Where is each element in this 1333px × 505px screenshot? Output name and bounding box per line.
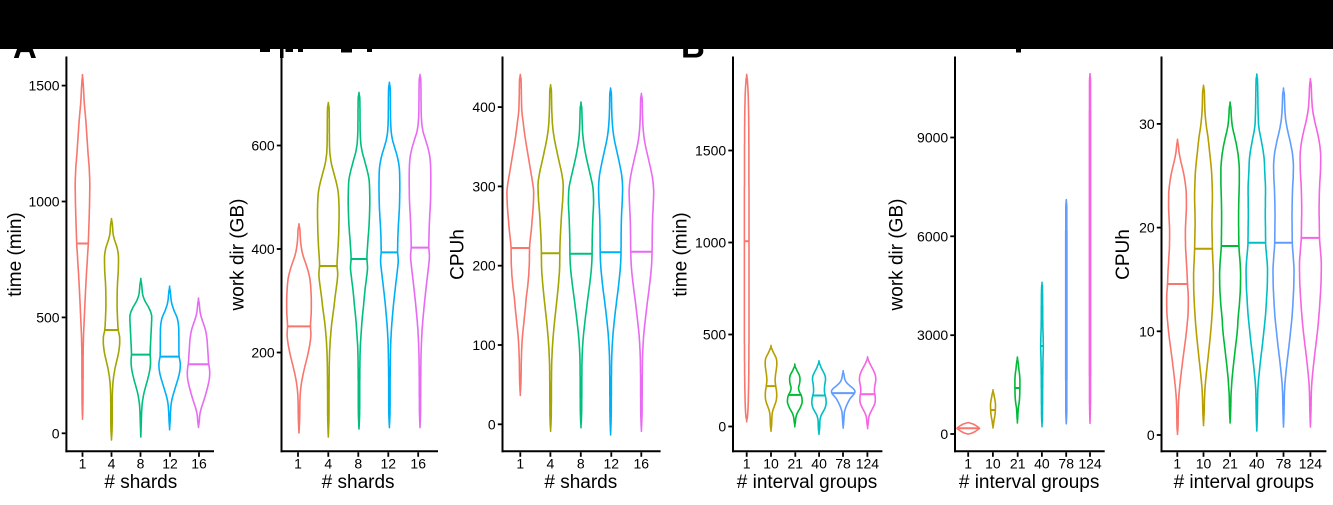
svg-text:400: 400 (472, 99, 496, 115)
svg-text:4: 4 (108, 456, 116, 472)
svg-text:300: 300 (472, 178, 496, 194)
svg-text:0: 0 (940, 426, 948, 442)
svg-text:21: 21 (1010, 456, 1026, 472)
svg-text:100: 100 (472, 337, 496, 353)
svg-text:1: 1 (79, 456, 87, 472)
svg-text:8: 8 (354, 456, 362, 472)
svg-text:1: 1 (294, 456, 302, 472)
svg-text:4: 4 (324, 456, 332, 472)
svg-text:10: 10 (985, 456, 1001, 472)
svg-text:# shards: # shards (104, 472, 177, 493)
svg-text:1500: 1500 (695, 143, 726, 159)
svg-text:3000: 3000 (917, 327, 948, 343)
svg-text:0: 0 (52, 425, 60, 441)
svg-text:10: 10 (1139, 323, 1155, 339)
svg-text:time (min): time (min) (671, 212, 692, 296)
svg-text:124: 124 (1078, 456, 1102, 472)
svg-text:40: 40 (1249, 456, 1265, 472)
svg-text:40: 40 (811, 456, 827, 472)
svg-text:6000: 6000 (917, 228, 948, 244)
svg-text:0: 0 (718, 419, 726, 435)
svg-text:8: 8 (577, 456, 585, 472)
svg-text:21: 21 (1222, 456, 1238, 472)
svg-text:CPUh: CPUh (1113, 229, 1134, 280)
svg-text:1: 1 (1173, 456, 1181, 472)
svg-text:12: 12 (604, 456, 620, 472)
svg-text:40: 40 (1034, 456, 1050, 472)
svg-text:1000: 1000 (695, 235, 726, 251)
svg-text:600: 600 (251, 138, 275, 154)
svg-text:16: 16 (634, 456, 650, 472)
svg-text:12: 12 (162, 456, 178, 472)
svg-text:10: 10 (1196, 456, 1212, 472)
svg-text:4: 4 (547, 456, 555, 472)
svg-text:1: 1 (516, 456, 524, 472)
svg-text:# interval groups: # interval groups (1174, 472, 1314, 493)
svg-text:# interval groups: # interval groups (737, 472, 877, 493)
svg-text:10: 10 (763, 456, 779, 472)
svg-text:A: A (13, 28, 37, 65)
svg-text:20: 20 (1139, 220, 1155, 236)
svg-text:30: 30 (1139, 116, 1155, 132)
svg-text:78: 78 (1276, 456, 1292, 472)
svg-text:work dir (GB): work dir (GB) (887, 199, 908, 312)
svg-text:124: 124 (1299, 456, 1323, 472)
svg-text:# shards: # shards (322, 472, 395, 493)
svg-text:21: 21 (788, 456, 804, 472)
svg-text:124: 124 (856, 456, 880, 472)
svg-text:8: 8 (137, 456, 145, 472)
svg-text:time (min): time (min) (5, 212, 26, 296)
svg-text:9000: 9000 (917, 130, 948, 146)
svg-text:B: B (681, 28, 705, 65)
svg-text:16: 16 (410, 456, 426, 472)
svg-text:16: 16 (191, 456, 207, 472)
svg-text:200: 200 (251, 345, 275, 361)
svg-text:78: 78 (835, 456, 851, 472)
svg-text:1: 1 (964, 456, 972, 472)
svg-text:1000: 1000 (28, 194, 59, 210)
svg-text:0: 0 (488, 416, 496, 432)
svg-text:200: 200 (472, 258, 496, 274)
svg-text:78: 78 (1058, 456, 1074, 472)
svg-text:CPUh: CPUh (448, 229, 469, 280)
svg-text:500: 500 (703, 327, 727, 343)
svg-text:0: 0 (1147, 427, 1155, 443)
svg-text:400: 400 (251, 241, 275, 257)
svg-text:# shards: # shards (544, 472, 617, 493)
svg-text:work dir (GB): work dir (GB) (228, 199, 249, 312)
svg-text:1500: 1500 (28, 78, 59, 94)
svg-text:1: 1 (743, 456, 751, 472)
svg-text:500: 500 (36, 309, 60, 325)
svg-text:# interval groups: # interval groups (959, 472, 1099, 493)
svg-text:12: 12 (381, 456, 397, 472)
